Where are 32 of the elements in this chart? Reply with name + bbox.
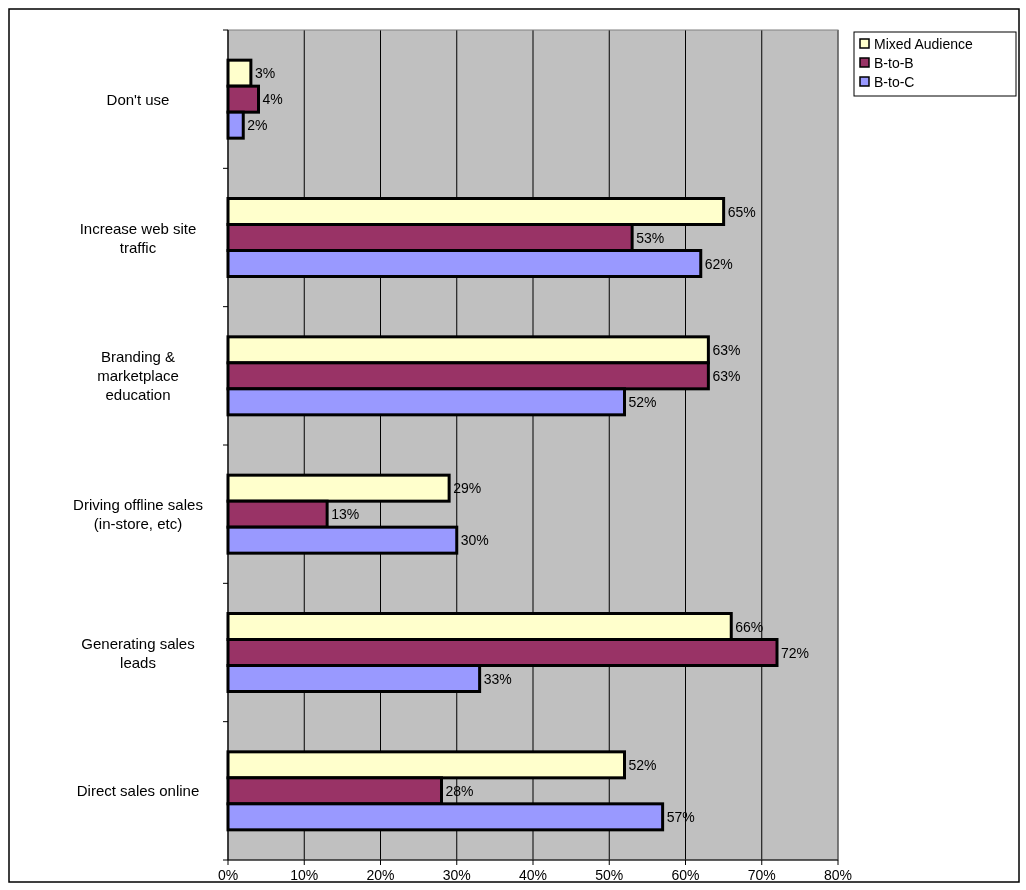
data-label: 65% <box>727 203 756 220</box>
data-label: 63% <box>712 341 741 358</box>
y-tick-label: Generating sales leads <box>81 634 195 671</box>
x-tick-label: 20% <box>366 867 395 883</box>
data-label: 72% <box>781 644 810 661</box>
x-tick-label: 70% <box>747 867 776 883</box>
x-tick-label: 30% <box>442 867 471 883</box>
x-tick-label: 0% <box>217 867 239 883</box>
data-label: 30% <box>460 532 489 549</box>
x-tick-label: 60% <box>671 867 700 883</box>
data-label: 13% <box>331 506 360 523</box>
data-label: 52% <box>628 393 657 410</box>
y-tick-label: Branding & marketplace education <box>97 348 179 404</box>
y-tick-label: Increase web site traffic <box>79 219 197 256</box>
data-label: 4% <box>262 91 283 108</box>
y-tick-label: Driving offline sales (in-store, etc) <box>73 496 203 533</box>
data-label: 52% <box>628 756 657 773</box>
legend-label: B-to-B <box>874 55 914 71</box>
x-tick-label: 40% <box>518 867 548 883</box>
legend-label: B-to-C <box>874 74 915 90</box>
data-label: 2% <box>247 117 268 134</box>
legend-label: Mixed Audience <box>874 36 974 52</box>
x-tick-label: 50% <box>595 867 624 883</box>
data-label: 62% <box>704 255 733 272</box>
data-label: 63% <box>712 367 741 384</box>
x-tick-label: 80% <box>823 867 853 883</box>
x-tick-label: 10% <box>290 867 319 883</box>
data-label: 3% <box>254 65 276 82</box>
data-label: 53% <box>636 229 665 246</box>
y-tick-label: Direct sales online <box>76 782 200 800</box>
y-tick-label: Don't use <box>106 90 170 108</box>
data-label: 33% <box>483 670 512 687</box>
